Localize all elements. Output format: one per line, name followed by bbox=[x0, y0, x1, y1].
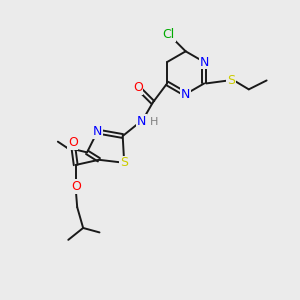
Text: O: O bbox=[71, 180, 81, 193]
Text: Cl: Cl bbox=[163, 28, 175, 41]
Text: S: S bbox=[120, 156, 128, 169]
Text: O: O bbox=[133, 81, 143, 94]
Text: N: N bbox=[200, 56, 209, 68]
Text: O: O bbox=[68, 136, 78, 149]
Text: N: N bbox=[93, 125, 102, 138]
Text: H: H bbox=[150, 117, 158, 127]
Text: N: N bbox=[181, 88, 190, 100]
Text: N: N bbox=[137, 115, 146, 128]
Text: S: S bbox=[227, 74, 235, 87]
